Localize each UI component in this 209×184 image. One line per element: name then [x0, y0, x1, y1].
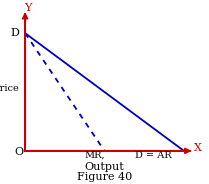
Text: Price: Price	[0, 84, 19, 93]
Text: D: D	[10, 28, 19, 38]
Text: X: X	[194, 143, 201, 153]
Text: MR,: MR,	[85, 151, 105, 160]
Text: D = AR: D = AR	[135, 151, 172, 160]
Text: O: O	[14, 147, 23, 157]
Text: Figure 40: Figure 40	[77, 172, 132, 182]
Text: Y: Y	[24, 3, 32, 13]
Text: Output: Output	[85, 162, 124, 171]
